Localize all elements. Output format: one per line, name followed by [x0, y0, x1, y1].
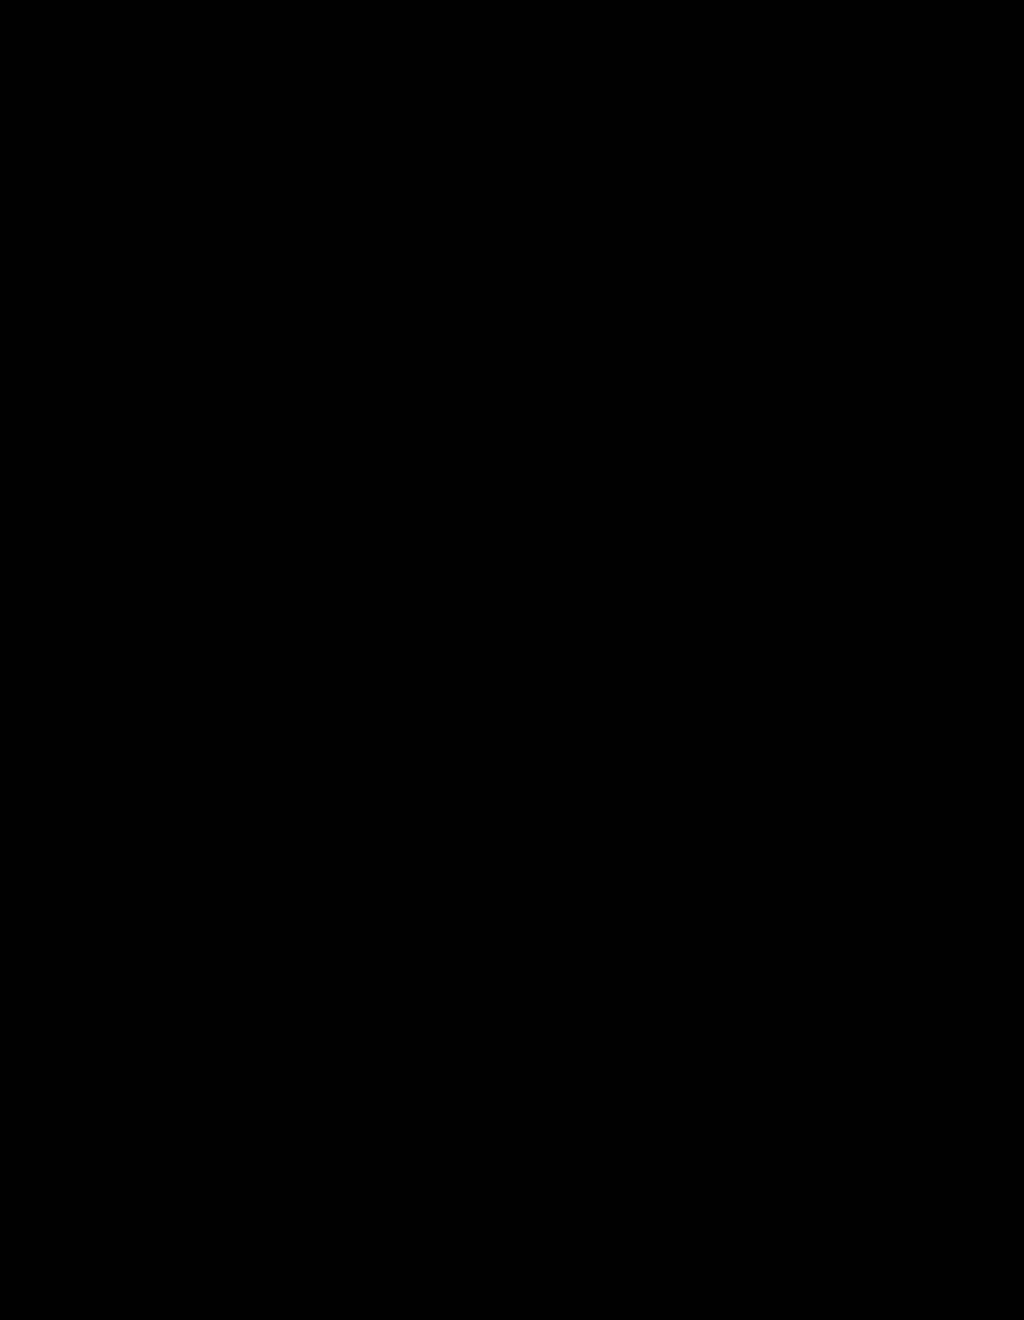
Text: SYSTEM C: SYSTEM C	[626, 338, 691, 351]
Bar	[416, 828, 562, 1008]
Text: SYSTEM G: SYSTEM G	[266, 516, 332, 529]
Text: DATA PROCESSING NETWORK: DATA PROCESSING NETWORK	[404, 319, 651, 333]
Bar	[261, 348, 435, 418]
Text: CREATE
COHORTS: CREATE COHORTS	[497, 537, 559, 568]
Text: 524: 524	[441, 656, 466, 669]
Bar	[248, 304, 808, 681]
Bar	[621, 527, 795, 578]
Text: 522: 522	[261, 656, 287, 669]
Text: SYSTEM A: SYSTEM A	[266, 338, 331, 351]
Text: US 2008/0208903 A1: US 2008/0208903 A1	[648, 197, 804, 210]
Text: MAKE DATA
ADDRESSABLE: MAKE DATA ADDRESSABLE	[301, 457, 395, 488]
Text: SYSTEM F: SYSTEM F	[626, 434, 690, 447]
Text: 510: 510	[261, 506, 287, 519]
Text: SYSTEM D: SYSTEM D	[266, 434, 332, 447]
Text: ASSIGN
PROBABILITIES: ASSIGN PROBABILITIES	[478, 610, 578, 640]
Text: 512: 512	[441, 506, 466, 519]
Bar	[261, 445, 435, 500]
Text: 506: 506	[441, 424, 466, 437]
Text: SYSTEM I: SYSTEM I	[626, 516, 687, 529]
Text: 516: 516	[261, 583, 287, 597]
Text: ANALYST: ANALYST	[535, 991, 600, 1005]
Bar	[423, 697, 633, 733]
Text: Patent Application Publication: Patent Application Publication	[183, 197, 410, 210]
Text: 508: 508	[769, 424, 795, 437]
Bar	[494, 828, 640, 1008]
Text: 402: 402	[646, 912, 672, 924]
Text: 514: 514	[769, 506, 795, 519]
Text: SELECTION AND
PROCESSING (QUERY): SELECTION AND PROCESSING (QUERY)	[444, 763, 611, 795]
Text: 502: 502	[392, 772, 417, 785]
Bar	[441, 601, 614, 651]
Text: CENTRAL DATABASE: CENTRAL DATABASE	[451, 708, 605, 722]
Text: FIG. 5: FIG. 5	[492, 1061, 558, 1080]
Text: ANALYST: ANALYST	[456, 991, 521, 1005]
Text: 504: 504	[261, 424, 287, 437]
Bar	[621, 445, 795, 500]
Bar	[441, 348, 614, 418]
Bar	[261, 601, 435, 651]
Text: 500: 500	[314, 265, 344, 280]
Text: CLASSIFY SOURCES AND
RECORD METADATA
REGARDING SOURCES: CLASSIFY SOURCES AND RECORD METADATA REG…	[447, 359, 608, 408]
Text: CATEGORIZE DATA
BY IMPORTANCE: CATEGORIZE DATA BY IMPORTANCE	[289, 610, 408, 640]
Text: SYSTEM L: SYSTEM L	[626, 590, 689, 603]
Text: 520: 520	[769, 583, 795, 597]
Bar	[441, 445, 614, 500]
Bar	[621, 348, 795, 418]
Bar	[441, 527, 614, 578]
Text: 518: 518	[441, 583, 466, 597]
Text: 404: 404	[384, 912, 410, 924]
Text: SYSTEM E: SYSTEM E	[445, 434, 511, 447]
Bar	[423, 758, 633, 800]
Text: Aug. 28, 2008  Sheet 3 of 14: Aug. 28, 2008 Sheet 3 of 14	[410, 197, 618, 210]
Text: 526: 526	[769, 656, 795, 669]
Text: SYSTEM K: SYSTEM K	[445, 590, 511, 603]
Text: 400: 400	[392, 709, 417, 722]
Text: CATEGORIZE DATA
BY SOURCE: CATEGORIZE DATA BY SOURCE	[648, 610, 767, 640]
Text: IDENTIFY SOURCES
CONTAINING DATA
OF INTEREST: IDENTIFY SOURCES CONTAINING DATA OF INTE…	[285, 359, 412, 408]
Text: SYSTEM M: SYSTEM M	[639, 772, 719, 785]
Text: CREATE RELATIONSHIP
AMONG COHORTS: CREATE RELATIONSHIP AMONG COHORTS	[632, 537, 783, 568]
Text: CATEGORIZE DATA
BY RELEVANCE: CATEGORIZE DATA BY RELEVANCE	[648, 457, 767, 488]
Text: CATEGORIZE
DATA INTEREST
BY TYPE: CATEGORIZE DATA INTEREST BY TYPE	[656, 359, 759, 408]
Text: CATEGORIZE DATA
BY AVAILABILITY: CATEGORIZE DATA BY AVAILABILITY	[468, 457, 588, 488]
Text: SYSTEM J: SYSTEM J	[266, 590, 328, 603]
Bar	[621, 601, 795, 651]
Text: SYSTEM H: SYSTEM H	[445, 516, 512, 529]
Text: CATEGORIZE DATA
BY INTEGRITY: CATEGORIZE DATA BY INTEGRITY	[289, 537, 408, 568]
Text: SYSTEM B: SYSTEM B	[445, 338, 511, 351]
Bar	[261, 527, 435, 578]
